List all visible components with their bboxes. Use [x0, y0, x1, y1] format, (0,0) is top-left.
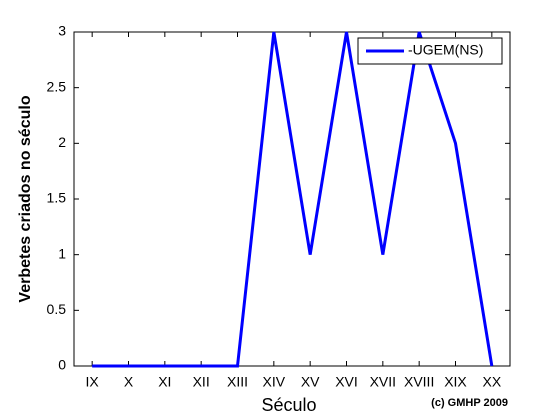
- x-tick-label: IX: [86, 374, 100, 390]
- plot-area: [73, 31, 511, 367]
- x-tick-label: XIV: [263, 374, 286, 390]
- annotation: (c) GMHP 2009: [431, 397, 508, 409]
- x-tick-label: XI: [158, 374, 171, 390]
- y-axis-label: Verbetes criados no século: [17, 95, 34, 302]
- y-tick-label: 0.5: [47, 301, 67, 317]
- y-tick-label: 1: [58, 245, 66, 261]
- y-tick-label: 2.5: [47, 78, 67, 94]
- legend-label: -UGEM(NS): [408, 42, 483, 58]
- x-tick-label: XIX: [444, 374, 467, 390]
- x-tick-label: X: [124, 374, 134, 390]
- x-tick-label: XX: [482, 374, 501, 390]
- x-axis-label: Século: [261, 395, 316, 415]
- x-tick-label: XVII: [370, 374, 396, 390]
- y-tick-label: 1.5: [47, 190, 67, 206]
- x-tick-label: XII: [193, 374, 210, 390]
- y-tick-label: 0: [58, 357, 66, 373]
- x-tick-label: XIII: [227, 374, 248, 390]
- x-tick-label: XVI: [335, 374, 358, 390]
- x-tick-label: XVIII: [404, 374, 434, 390]
- y-tick-label: 3: [58, 23, 66, 39]
- x-tick-label: XV: [301, 374, 320, 390]
- y-tick-label: 2: [58, 134, 66, 150]
